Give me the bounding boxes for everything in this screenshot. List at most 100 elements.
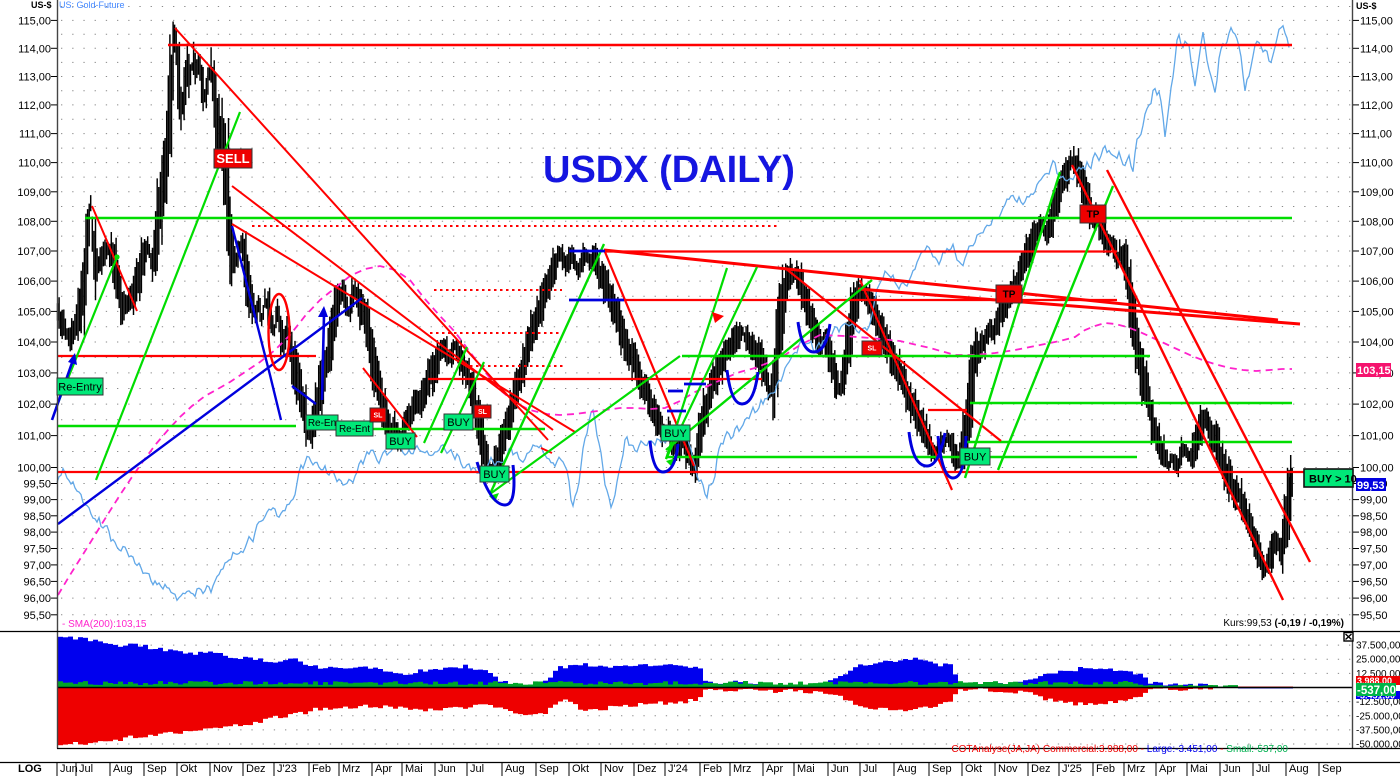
svg-text:Kurs:99,53 (-0,19 / -0,19%): Kurs:99,53 (-0,19 / -0,19%) — [1223, 618, 1344, 629]
svg-text:Mrz: Mrz — [733, 763, 751, 775]
svg-text:-25.000,00: -25.000,00 — [1356, 711, 1400, 722]
svg-text:Dez: Dez — [246, 763, 266, 775]
svg-text:98,50: 98,50 — [23, 511, 51, 523]
svg-text:-537,00: -537,00 — [1357, 685, 1396, 697]
svg-text:Mai: Mai — [1190, 763, 1208, 775]
svg-text:107,00: 107,00 — [17, 246, 51, 258]
svg-text:110,00: 110,00 — [18, 158, 51, 170]
svg-text:Apr: Apr — [766, 763, 783, 775]
svg-text:Jun: Jun — [1223, 763, 1241, 775]
svg-text:J'24: J'24 — [668, 763, 688, 775]
svg-text:Dez: Dez — [1031, 763, 1051, 775]
svg-text:111,00: 111,00 — [19, 129, 51, 141]
svg-text:Jul: Jul — [863, 763, 877, 775]
svg-text:Mai: Mai — [405, 763, 423, 775]
svg-text:113,00: 113,00 — [18, 72, 51, 84]
svg-text:Sep: Sep — [932, 763, 952, 775]
svg-text:Sep: Sep — [539, 763, 559, 775]
svg-text:102,00: 102,00 — [17, 399, 51, 411]
svg-text:108,00: 108,00 — [1360, 216, 1394, 228]
svg-text:Dez: Dez — [637, 763, 657, 775]
svg-text:100,00: 100,00 — [1360, 463, 1394, 475]
svg-text:102,00: 102,00 — [1360, 399, 1394, 411]
svg-text:Sep: Sep — [147, 763, 167, 775]
svg-text:99,53: 99,53 — [1357, 480, 1385, 492]
svg-text:Apr: Apr — [1159, 763, 1176, 775]
svg-text:97,00: 97,00 — [1360, 560, 1388, 572]
svg-text:105,00: 105,00 — [17, 306, 51, 318]
svg-text:US-$: US-$ — [1356, 1, 1377, 11]
svg-text:Sep: Sep — [1322, 763, 1342, 775]
svg-text:Nov: Nov — [604, 763, 624, 775]
svg-text:104,00: 104,00 — [17, 337, 51, 349]
svg-text:97,50: 97,50 — [23, 544, 51, 556]
svg-text:111,00: 111,00 — [1360, 129, 1392, 141]
svg-text:101,00: 101,00 — [1360, 431, 1394, 443]
svg-text:Aug: Aug — [505, 763, 525, 775]
svg-text:TP: TP — [1003, 290, 1016, 301]
svg-text:Mai: Mai — [797, 763, 815, 775]
svg-text:COTAnalyse(JA,JA) Commercial:3: COTAnalyse(JA,JA) Commercial:3.988,00 - … — [951, 744, 1288, 755]
svg-text:114,00: 114,00 — [18, 43, 51, 55]
svg-text:USDX (DAILY): USDX (DAILY) — [543, 149, 795, 191]
svg-text:97,00: 97,00 — [23, 560, 51, 572]
svg-text:Nov: Nov — [998, 763, 1018, 775]
svg-text:Re-Ent: Re-Ent — [339, 424, 370, 435]
svg-text:96,50: 96,50 — [23, 576, 51, 588]
svg-text:25.000,00: 25.000,00 — [1356, 655, 1400, 666]
svg-text:101,00: 101,00 — [17, 431, 51, 443]
svg-text:105,00: 105,00 — [1360, 306, 1394, 318]
svg-text:SL: SL — [374, 413, 384, 420]
svg-text:113,00: 113,00 — [1360, 72, 1393, 84]
svg-text:Aug: Aug — [897, 763, 917, 775]
svg-text:99,50: 99,50 — [23, 479, 51, 491]
svg-text:96,50: 96,50 — [1360, 576, 1388, 588]
svg-text:Mrz: Mrz — [342, 763, 360, 775]
svg-text:106,00: 106,00 — [17, 276, 51, 288]
svg-text:-50.000,00: -50.000,00 — [1356, 740, 1400, 751]
svg-text:103,15: 103,15 — [1357, 365, 1391, 377]
svg-text:Jul: Jul — [470, 763, 484, 775]
svg-text:BUY > 10: BUY > 10 — [1309, 474, 1357, 486]
svg-text:96,00: 96,00 — [1360, 593, 1388, 605]
svg-text:Jul: Jul — [1256, 763, 1270, 775]
svg-text:Okt: Okt — [180, 763, 197, 775]
svg-text:Apr: Apr — [375, 763, 392, 775]
svg-text:BUY: BUY — [664, 428, 687, 440]
svg-text:LOG: LOG — [18, 763, 42, 775]
svg-text:Okt: Okt — [572, 763, 589, 775]
svg-text:Jun: Jun — [60, 763, 78, 775]
svg-text:BUY: BUY — [447, 417, 470, 429]
svg-text:BUY: BUY — [964, 452, 987, 464]
svg-text:Jul: Jul — [79, 763, 93, 775]
svg-text:109,00: 109,00 — [1360, 187, 1394, 199]
svg-text:Feb: Feb — [312, 763, 331, 775]
svg-text:BUY: BUY — [389, 436, 412, 448]
svg-text:115,00: 115,00 — [1360, 15, 1393, 27]
svg-text:J'23: J'23 — [277, 763, 297, 775]
svg-text:-37.500,00: -37.500,00 — [1356, 725, 1400, 736]
svg-text:Jun: Jun — [831, 763, 849, 775]
svg-text:Feb: Feb — [1096, 763, 1115, 775]
svg-text:Re-En: Re-En — [308, 418, 336, 429]
svg-text:106,00: 106,00 — [1360, 276, 1394, 288]
svg-text:Re-Entry: Re-Entry — [58, 382, 102, 394]
svg-text:99,00: 99,00 — [1360, 495, 1388, 507]
svg-text:114,00: 114,00 — [1360, 43, 1393, 55]
svg-text:96,00: 96,00 — [23, 593, 51, 605]
svg-text:Aug: Aug — [1289, 763, 1309, 775]
svg-text:SL: SL — [478, 409, 488, 416]
svg-text:TP: TP — [1087, 210, 1100, 221]
svg-text:98,50: 98,50 — [1360, 511, 1388, 523]
svg-text:112,00: 112,00 — [1360, 100, 1393, 112]
svg-text:100,00: 100,00 — [17, 463, 51, 475]
svg-text:95,50: 95,50 — [1360, 610, 1388, 622]
svg-text:Nov: Nov — [213, 763, 233, 775]
svg-text:103,00: 103,00 — [17, 368, 51, 380]
svg-text:115,00: 115,00 — [18, 15, 51, 27]
svg-text:BUY: BUY — [483, 469, 506, 481]
svg-text:Feb: Feb — [703, 763, 722, 775]
svg-text:104,00: 104,00 — [1360, 337, 1394, 349]
svg-text:37.500,00: 37.500,00 — [1356, 641, 1400, 652]
svg-text:SELL: SELL — [216, 151, 249, 166]
